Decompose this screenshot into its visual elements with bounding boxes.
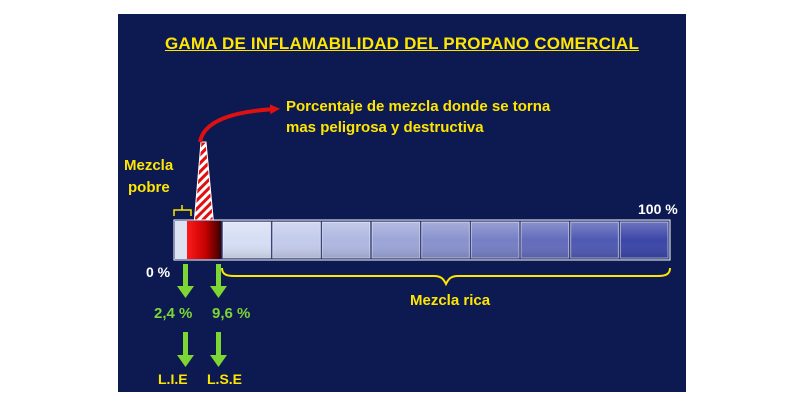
diagram-graphics — [173, 104, 671, 367]
rich-zone-cell-shine — [372, 222, 420, 258]
flammable-zone — [187, 221, 221, 259]
rich-zone-cell-shine — [421, 222, 470, 258]
rich-zone-cells — [222, 221, 669, 259]
lean-mixture-label-line1: Mezcla — [124, 157, 174, 174]
scale-max-label: 100 % — [638, 201, 678, 217]
rich-zone-cell-shine — [322, 222, 370, 258]
page-title: GAMA DE INFLAMABILIDAD DEL PROPANO COMER… — [164, 34, 640, 53]
slide: GAMA DE INFLAMABILIDAD DEL PROPANO COMER… — [118, 14, 686, 392]
lean-bracket — [173, 205, 192, 216]
rich-zone-cell-shine — [272, 222, 321, 258]
rich-mixture-label: Mezcla rica — [410, 292, 491, 309]
red-curved-arrow — [198, 104, 280, 143]
scale-bar — [173, 219, 671, 261]
danger-note: Porcentaje de mezcla donde se torna mas … — [286, 96, 550, 138]
green-arrows — [177, 264, 227, 367]
rich-zone-cell-shine — [521, 222, 569, 258]
rich-zone-cell-shine — [570, 222, 619, 258]
rich-brace — [221, 267, 671, 287]
rich-zone-cell-shine — [471, 222, 519, 258]
danger-note-line1: Porcentaje de mezcla donde se torna — [286, 98, 551, 115]
danger-note-line2: mas peligrosa y destructiva — [286, 119, 484, 136]
scale-min-label: 0 % — [146, 264, 171, 280]
upper-limit-abbr: L.S.E — [207, 371, 243, 387]
lean-zone — [175, 221, 187, 259]
lower-limit-abbr: L.I.E — [158, 371, 188, 387]
upper-limit-value: 9,6 % — [212, 305, 251, 322]
rich-zone-cell-shine — [223, 222, 271, 258]
rich-zone-cell-shine — [620, 222, 668, 258]
lower-limit-value: 2,4 % — [154, 305, 193, 322]
lean-mixture-label-line2: pobre — [128, 179, 170, 196]
